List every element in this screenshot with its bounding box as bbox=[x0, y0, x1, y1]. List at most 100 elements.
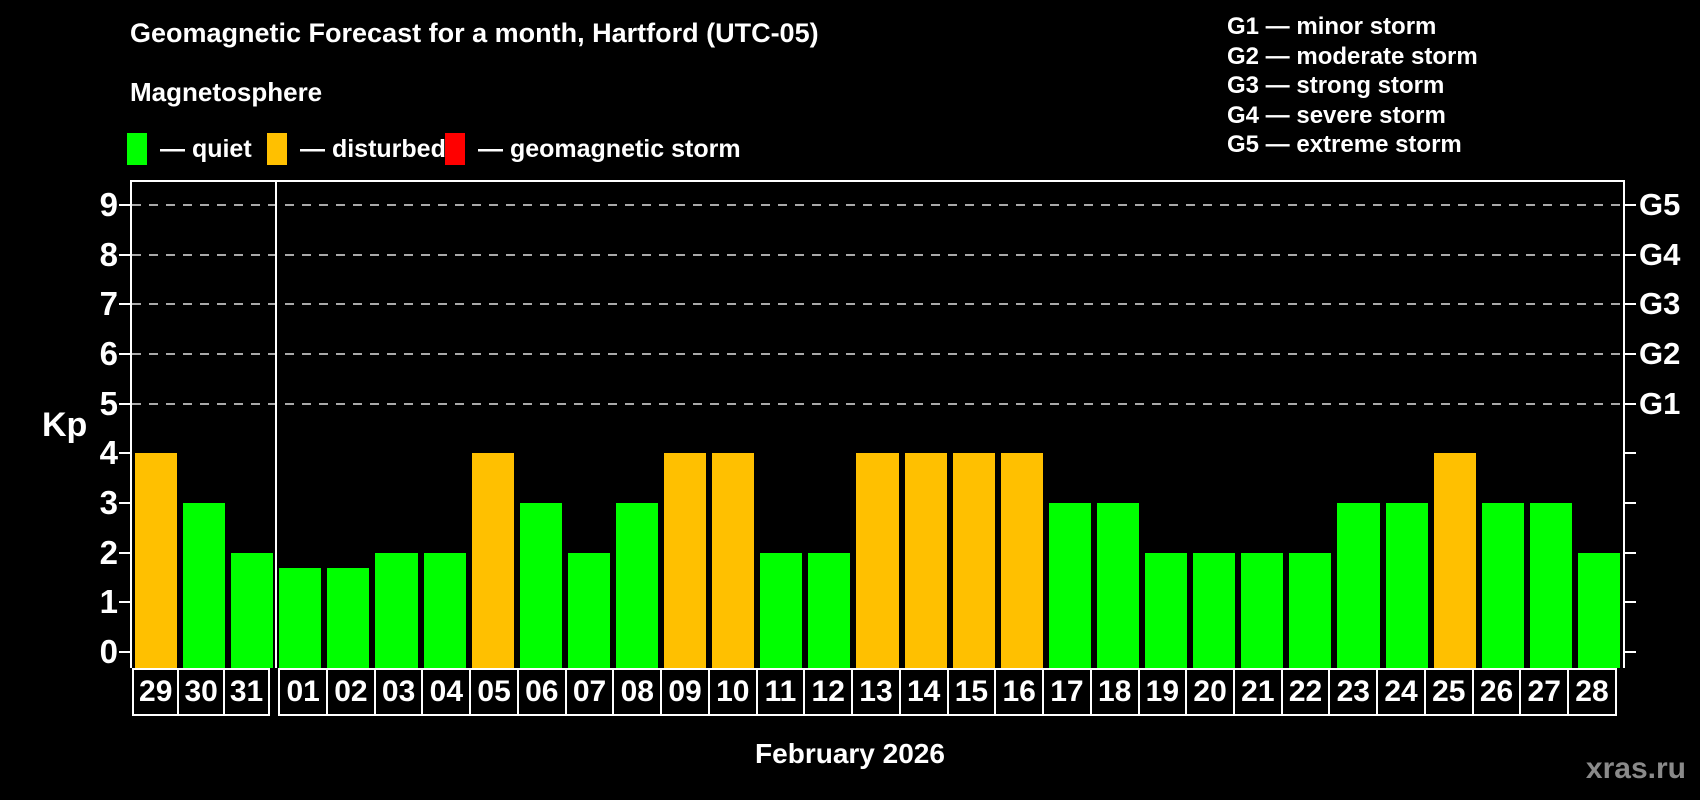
bar-day-06 bbox=[519, 503, 562, 668]
bar-day-31 bbox=[231, 552, 274, 668]
bar-day-11 bbox=[760, 552, 803, 668]
y-tick-left bbox=[119, 402, 130, 405]
x-axis-title: February 2026 bbox=[755, 738, 945, 769]
day-label-08: 08 bbox=[612, 668, 663, 716]
day-label-01: 01 bbox=[278, 668, 329, 716]
g-tick-label-G2: G2 bbox=[1639, 336, 1681, 371]
day-label-10: 10 bbox=[707, 668, 758, 716]
bar-day-14 bbox=[904, 453, 947, 668]
day-label-26: 26 bbox=[1471, 668, 1522, 716]
y-tick-right bbox=[1625, 253, 1636, 256]
bar-day-18 bbox=[1096, 503, 1140, 668]
y-tick-right bbox=[1625, 551, 1636, 554]
y-tick-right bbox=[1625, 303, 1636, 306]
bar-day-22 bbox=[1289, 552, 1332, 668]
y-tick-left bbox=[119, 651, 130, 653]
bar-day-28 bbox=[1577, 552, 1620, 668]
day-label-23: 23 bbox=[1328, 668, 1379, 716]
day-label-06: 06 bbox=[516, 668, 567, 716]
x-axis-day-labels: 29 30 31 01 02 03 04 05 06 07 08 09 10 11 12 13 14 15 16 17… bbox=[130, 668, 1625, 716]
bar-day-27 bbox=[1529, 503, 1572, 668]
legend-item-storm: — geomagnetic storm bbox=[445, 132, 741, 166]
bar-day-30 bbox=[183, 503, 226, 668]
g-legend-line: G3 — strong storm bbox=[1227, 72, 1445, 99]
day-label-21: 21 bbox=[1232, 668, 1283, 716]
legend-label-disturbed: — disturbed bbox=[300, 134, 446, 163]
y-tick-label: 8 bbox=[99, 235, 118, 273]
day-label-19: 19 bbox=[1137, 668, 1188, 716]
g-tick-label-G3: G3 bbox=[1639, 286, 1681, 322]
bar-day-08 bbox=[615, 503, 659, 668]
y-tick-label: 3 bbox=[99, 484, 118, 521]
y-tick-label: 9 bbox=[99, 186, 118, 223]
y-tick-left bbox=[119, 551, 130, 554]
y-tick-right bbox=[1625, 651, 1636, 653]
y-tick-right bbox=[1625, 452, 1636, 455]
day-label-05: 05 bbox=[469, 668, 519, 716]
gridline-kp-5 bbox=[132, 402, 1623, 405]
bar-day-24 bbox=[1385, 503, 1428, 668]
legend-label-storm: — geomagnetic storm bbox=[478, 134, 741, 163]
bar-day-17 bbox=[1048, 503, 1091, 668]
legend-item-quiet: — quiet bbox=[127, 132, 252, 166]
day-label-29: 29 bbox=[132, 668, 180, 716]
bar-day-19 bbox=[1145, 552, 1188, 668]
g-legend-line: G1 — minor storm bbox=[1227, 13, 1437, 40]
y-tick-right bbox=[1625, 204, 1636, 206]
plot-inner bbox=[119, 182, 1636, 668]
bar-day-09 bbox=[664, 453, 707, 668]
g-tick-label-G1: G1 bbox=[1639, 385, 1681, 421]
day-label-15: 15 bbox=[946, 668, 997, 716]
bar-day-16 bbox=[1000, 453, 1043, 668]
plot-area bbox=[119, 180, 1636, 668]
bar-day-25 bbox=[1433, 453, 1476, 668]
y-tick-label: 4 bbox=[99, 434, 118, 472]
day-label-07: 07 bbox=[564, 668, 615, 716]
day-group-prev-month: 29 30 31 bbox=[132, 668, 271, 716]
y-tick-left bbox=[119, 452, 130, 455]
bar-day-07 bbox=[567, 552, 610, 668]
y-tick-left bbox=[119, 253, 130, 256]
day-label-16: 16 bbox=[994, 668, 1045, 716]
day-label-25: 25 bbox=[1423, 668, 1474, 716]
g-tick-label-G4: G4 bbox=[1639, 236, 1681, 272]
day-label-13: 13 bbox=[851, 668, 901, 716]
y-tick-label: 2 bbox=[99, 533, 118, 571]
g-legend-line: G4 — severe storm bbox=[1227, 101, 1446, 129]
legend-label-quiet: — quiet bbox=[160, 134, 252, 163]
chart-title: Geomagnetic Forecast for a month, Hartfo… bbox=[130, 18, 819, 48]
month-separator-line bbox=[275, 182, 278, 668]
y-tick-label: 7 bbox=[99, 285, 118, 323]
bar-day-29 bbox=[135, 453, 178, 668]
g-legend-line: G5 — extreme storm bbox=[1227, 131, 1462, 158]
y-tick-left bbox=[119, 303, 130, 306]
day-label-24: 24 bbox=[1376, 668, 1426, 716]
storm-swatch-icon bbox=[445, 133, 465, 165]
bar-day-05 bbox=[471, 453, 514, 668]
day-group-current-month: 01 02 03 04 05 06 07 08 09 10 11 12 13 14 15 16 17 18 19 20… bbox=[278, 668, 1617, 716]
bar-day-01 bbox=[279, 567, 322, 668]
quiet-swatch-icon bbox=[127, 133, 147, 165]
g-scale-legend: G1 — minor storm G2 — moderate storm G3 … bbox=[1227, 12, 1478, 160]
gridline-kp-9 bbox=[132, 204, 1623, 206]
y-tick-left bbox=[119, 353, 130, 355]
y-tick-label: 5 bbox=[99, 384, 118, 422]
bar-day-26 bbox=[1481, 503, 1524, 668]
bar-day-12 bbox=[808, 552, 851, 668]
bar-day-10 bbox=[712, 453, 755, 668]
day-label-31: 31 bbox=[222, 668, 271, 716]
y-tick-right bbox=[1625, 502, 1636, 504]
y-tick-label: 1 bbox=[99, 583, 118, 621]
y-tick-left bbox=[119, 601, 130, 604]
gridline-kp-8 bbox=[132, 253, 1623, 256]
chart-subtitle: Magnetosphere bbox=[130, 77, 323, 107]
day-label-30: 30 bbox=[177, 668, 225, 716]
bar-day-23 bbox=[1337, 503, 1380, 668]
bar-day-03 bbox=[375, 552, 418, 668]
day-label-22: 22 bbox=[1280, 668, 1331, 716]
day-label-20: 20 bbox=[1185, 668, 1235, 716]
day-label-27: 27 bbox=[1519, 668, 1570, 716]
y-tick-right bbox=[1625, 353, 1636, 355]
day-label-28: 28 bbox=[1567, 668, 1617, 716]
